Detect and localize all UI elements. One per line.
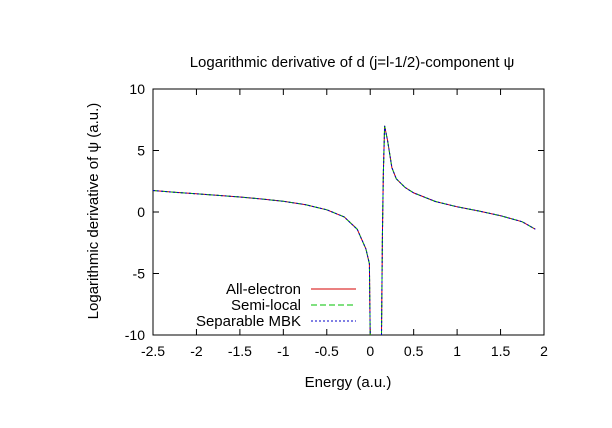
x-axis: -2.5 -2 -1.5 -1 -0.5 0 0.5 1 1.5 2 <box>141 89 548 359</box>
y-tick-label: 10 <box>129 81 145 97</box>
x-tick-label: 0.5 <box>404 343 424 359</box>
x-tick-label: 1.5 <box>491 343 511 359</box>
series-line-separable-mbk <box>153 190 371 335</box>
y-axis: -10 -5 0 5 10 <box>125 81 544 343</box>
chart-title: Logarithmic derivative of d (j=l-1/2)-co… <box>190 54 515 71</box>
x-tick-label: 2 <box>540 343 548 359</box>
y-tick-label: 5 <box>137 143 145 159</box>
legend-label-semi-local: Semi-local <box>231 297 301 314</box>
x-tick-label: -0.5 <box>315 343 339 359</box>
x-axis-title: Energy (a.u.) <box>305 374 392 391</box>
y-tick-label: -5 <box>133 266 146 282</box>
legend-label-all-electron: All-electron <box>226 281 301 298</box>
x-tick-label: -2 <box>190 343 203 359</box>
series-layer <box>153 125 536 335</box>
x-tick-label: -1.5 <box>228 343 252 359</box>
y-tick-label: -10 <box>125 327 145 343</box>
x-tick-label: 1 <box>453 343 461 359</box>
legend-label-separable-mbk: Separable MBK <box>196 313 301 330</box>
y-axis-title: Logarithmic derivative of ψ (a.u.) <box>85 103 102 320</box>
x-tick-label: -1 <box>277 343 290 359</box>
series-line-separable-mbk <box>381 125 536 335</box>
series-line-all-electron <box>381 125 536 335</box>
x-tick-label: -2.5 <box>141 343 165 359</box>
series-line-semi-local <box>381 125 536 335</box>
y-tick-label: 0 <box>137 204 145 220</box>
x-tick-label: 0 <box>366 343 374 359</box>
